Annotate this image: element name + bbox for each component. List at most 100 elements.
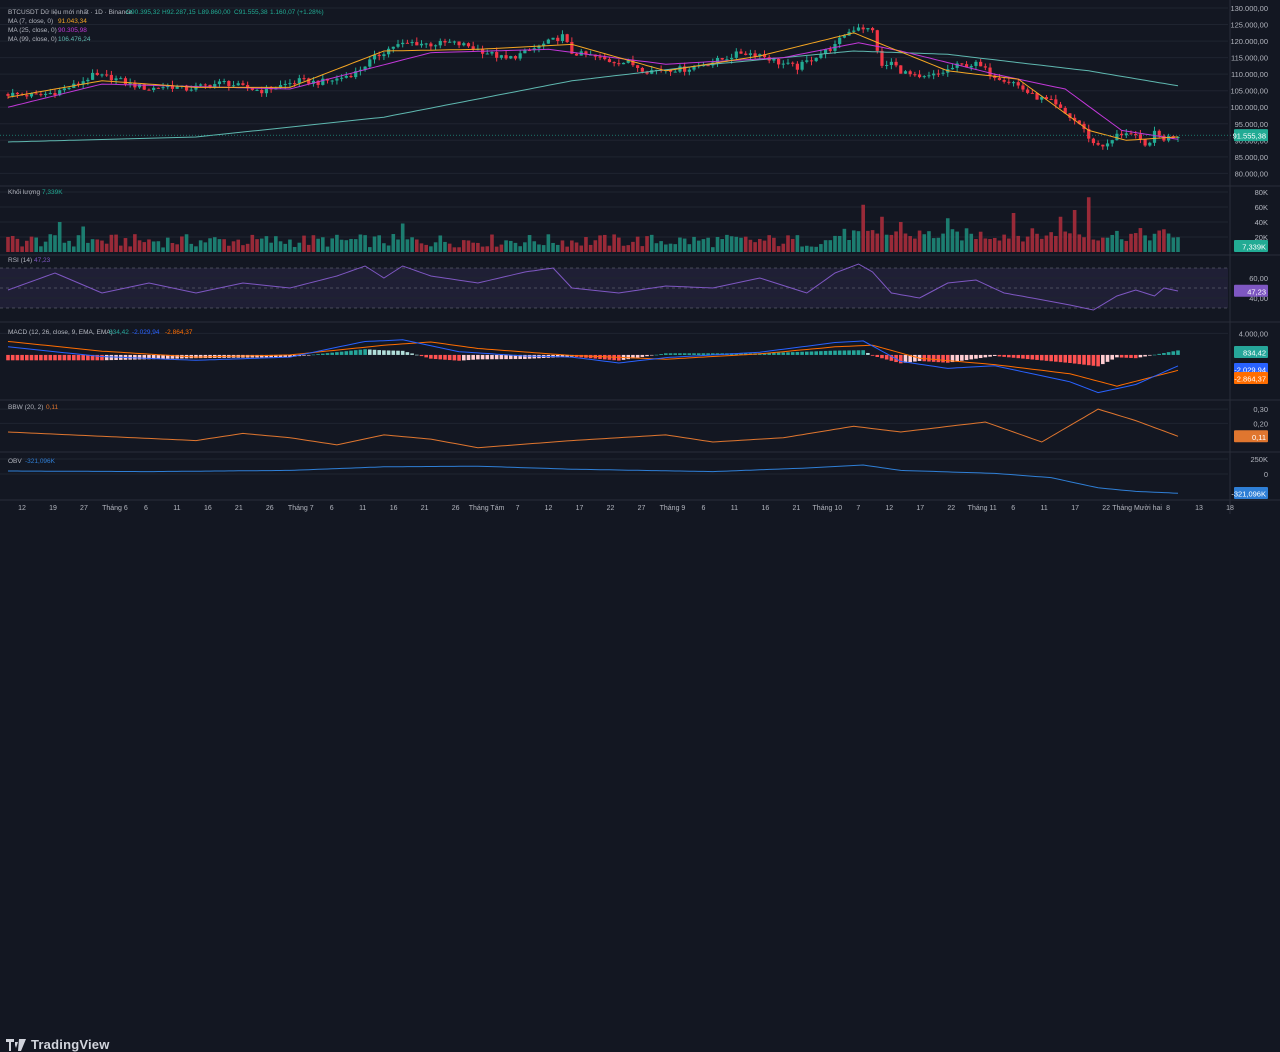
candle-body: [90, 72, 95, 80]
macd-histogram-bar: [800, 351, 804, 355]
volume-bar: [443, 241, 447, 252]
volume-bar: [198, 240, 203, 252]
macd-histogram-bar: [504, 354, 508, 360]
volume-bar: [800, 246, 804, 252]
macd-histogram-bar: [1096, 354, 1100, 367]
bbw-value: 0,11: [46, 404, 59, 411]
volume-bar: [833, 235, 837, 252]
candle-body: [725, 59, 729, 61]
candle-body: [377, 54, 381, 57]
volume-bar: [269, 242, 273, 252]
obv-tick-label: 250K: [1250, 455, 1268, 464]
candle-body: [570, 41, 574, 54]
volume-bar: [1077, 234, 1082, 252]
volume-bar: [1082, 237, 1086, 252]
brand[interactable]: TradingView: [6, 1037, 110, 1052]
volume-bar: [504, 240, 508, 252]
volume-bar: [391, 234, 396, 252]
volume-bar: [508, 240, 513, 252]
candle-body: [574, 53, 579, 56]
macd-histogram-bar: [668, 353, 673, 355]
volume-bar: [931, 238, 936, 252]
macd-histogram-bar: [194, 354, 198, 359]
volume-bar: [739, 237, 743, 252]
macd-histogram-bar: [405, 352, 410, 355]
volume-bar: [396, 239, 400, 252]
macd-value: 834,42: [109, 329, 129, 336]
volume-bar: [1115, 230, 1119, 252]
candle-body: [250, 88, 254, 90]
candle-body: [607, 59, 612, 63]
volume-bar: [400, 223, 405, 252]
volume-bar: [344, 240, 349, 252]
volume-bar: [147, 239, 151, 252]
volume-bar: [15, 238, 20, 252]
volume-bar: [1016, 235, 1021, 252]
price-high: H92.287,15: [162, 9, 196, 16]
candle-body: [255, 89, 259, 91]
candle-body: [1002, 80, 1006, 82]
macd-histogram-bar: [762, 353, 767, 355]
volume-bar: [945, 218, 950, 252]
volume-bars-group: [6, 197, 1180, 252]
volume-bar: [786, 235, 790, 252]
chart-canvas[interactable]: 130.000,00 125.000,00 120.000,00 115.000,00…: [0, 0, 1280, 514]
macd-histogram-bar: [447, 354, 452, 361]
candle-body: [739, 51, 743, 54]
candle-body: [410, 42, 414, 44]
volume-bar: [1025, 236, 1030, 252]
volume-bar: [523, 242, 527, 252]
time-axis-label: Tháng 6: [102, 505, 128, 512]
macd-histogram-bar: [1077, 354, 1082, 365]
volume-bar: [809, 246, 814, 252]
volume-bar: [76, 235, 81, 252]
candle-body: [523, 50, 527, 54]
macd-histogram-bar: [1133, 354, 1138, 359]
candle-body: [983, 66, 987, 68]
candle-body: [762, 54, 767, 58]
time-axis-label: 22: [607, 505, 615, 512]
candle-body: [466, 43, 471, 47]
candle-body: [67, 87, 71, 89]
candle-body: [715, 57, 720, 63]
candle-body: [105, 74, 109, 76]
price-tick-label: 85.000,00: [1235, 153, 1268, 162]
candle-body: [537, 45, 541, 49]
volume-bar: [189, 243, 194, 252]
candle-body: [213, 84, 217, 88]
volume-bar: [588, 244, 593, 252]
candle-body: [490, 52, 494, 54]
volume-bar: [555, 244, 560, 252]
candle-body: [875, 30, 879, 51]
tradingview-chart[interactable]: 130.000,00 125.000,00 120.000,00 115.000,00…: [0, 0, 1280, 546]
candle-body: [908, 71, 912, 75]
volume-bar: [541, 245, 546, 252]
bbw-badge: 0,11: [1252, 433, 1266, 442]
volume-bar: [259, 238, 264, 252]
bbw-tick-label: 0,30: [1253, 405, 1268, 414]
macd-histogram-bar: [321, 353, 325, 355]
macd-histogram-bar: [109, 354, 114, 361]
candle-body: [504, 55, 508, 59]
macd-histogram-bar: [931, 354, 936, 362]
candle-body: [1077, 120, 1081, 124]
candle-body: [880, 50, 884, 66]
candle-body: [354, 71, 358, 78]
time-axis-label: 11: [173, 505, 180, 512]
macd-histogram-bar: [133, 354, 137, 360]
candle-body: [349, 76, 353, 78]
candle-body: [668, 70, 673, 72]
macd-histogram-bar: [1101, 354, 1105, 365]
macd-histogram-bar: [1025, 354, 1030, 360]
volume-bar: [43, 241, 48, 252]
candle-body: [950, 67, 955, 70]
chart-footer: TradingView: [0, 514, 1280, 1052]
macd-histogram-bar: [76, 354, 81, 361]
macd-histogram-bar: [1143, 354, 1147, 357]
candle-body: [199, 84, 203, 86]
candle-body: [584, 51, 588, 55]
candle-body: [316, 80, 320, 85]
candle-body: [39, 94, 43, 96]
candle-body: [861, 27, 865, 30]
macd-histogram-bar: [62, 354, 67, 361]
